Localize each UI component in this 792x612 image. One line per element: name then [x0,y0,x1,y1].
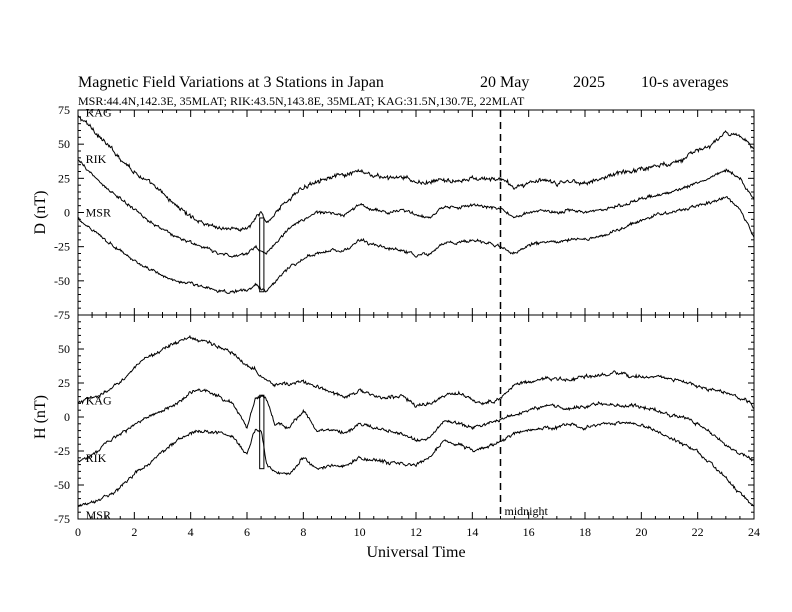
y-tick-label: -25 [54,240,70,254]
trace-rik [77,388,755,463]
x-tick-label: 18 [579,525,591,539]
x-axis-label: Universal Time [366,544,465,561]
station-label-rik: RIK [86,152,107,166]
y-tick-label: 25 [58,376,70,390]
x-tick-label: 8 [300,525,306,539]
x-tick-label: 14 [466,525,478,539]
station-label-kag: KAG [86,106,112,120]
y-axis-label: H (nT) [32,395,49,439]
chart-panels: 75 50 25 0 -25 -50 -75 D (nT) KAG RIK MSR 50 25 0 -25 -… [32,103,760,561]
midnight-label: midnight [505,504,549,518]
y-tick-label: -25 [54,444,70,458]
x-tick-label: 6 [244,525,250,539]
x-tick-label: 24 [748,525,760,539]
chart-title: Magnetic Field Variations at 3 Stations … [78,74,384,91]
x-tick-label: 2 [131,525,137,539]
trace-kag [77,334,754,409]
trace-msr [77,196,755,294]
station-label-msr: MSR [86,206,111,220]
panel-d: 75 50 25 0 -25 -50 -75 D (nT) KAG RIK MSR [32,103,755,322]
trace-msr [77,420,755,508]
trace-kag [77,115,755,233]
station-label-kag: KAG [86,394,112,408]
chart-title-date: 20 May [480,74,529,91]
y-tick-label: 75 [58,103,70,117]
x-tick-label: 22 [692,525,704,539]
station-label-msr: MSR [86,508,111,522]
x-tick-label: 0 [75,525,81,539]
x-tick-label: 16 [523,525,535,539]
y-tick-label: 50 [58,137,70,151]
chart-title-averaging: 10-s averages [641,74,729,91]
y-tick-label: -50 [54,274,70,288]
x-tick-label: 10 [354,525,366,539]
y-tick-label: 50 [58,342,70,356]
y-tick-label: -50 [54,478,70,492]
panel-frame [77,109,755,316]
x-tick-label: 20 [635,525,647,539]
y-tick-label: 25 [58,171,70,185]
y-tick-label: -75 [54,308,70,322]
x-tick-label: 12 [410,525,422,539]
x-tick-label: 4 [188,525,194,539]
station-subtitle: MSR:44.4N,142.3E, 35MLAT; RIK:43.5N,143.… [78,94,525,108]
y-tick-label: -75 [54,512,70,526]
y-tick-label: 0 [64,206,70,220]
station-label-rik: RIK [86,451,107,465]
data-gap-box [259,217,265,293]
y-tick-label: 0 [64,410,70,424]
chart-title-year: 2025 [573,74,605,91]
panel-frame [77,314,755,520]
trace-rik [77,159,755,258]
y-axis-label: D (nT) [32,191,49,235]
